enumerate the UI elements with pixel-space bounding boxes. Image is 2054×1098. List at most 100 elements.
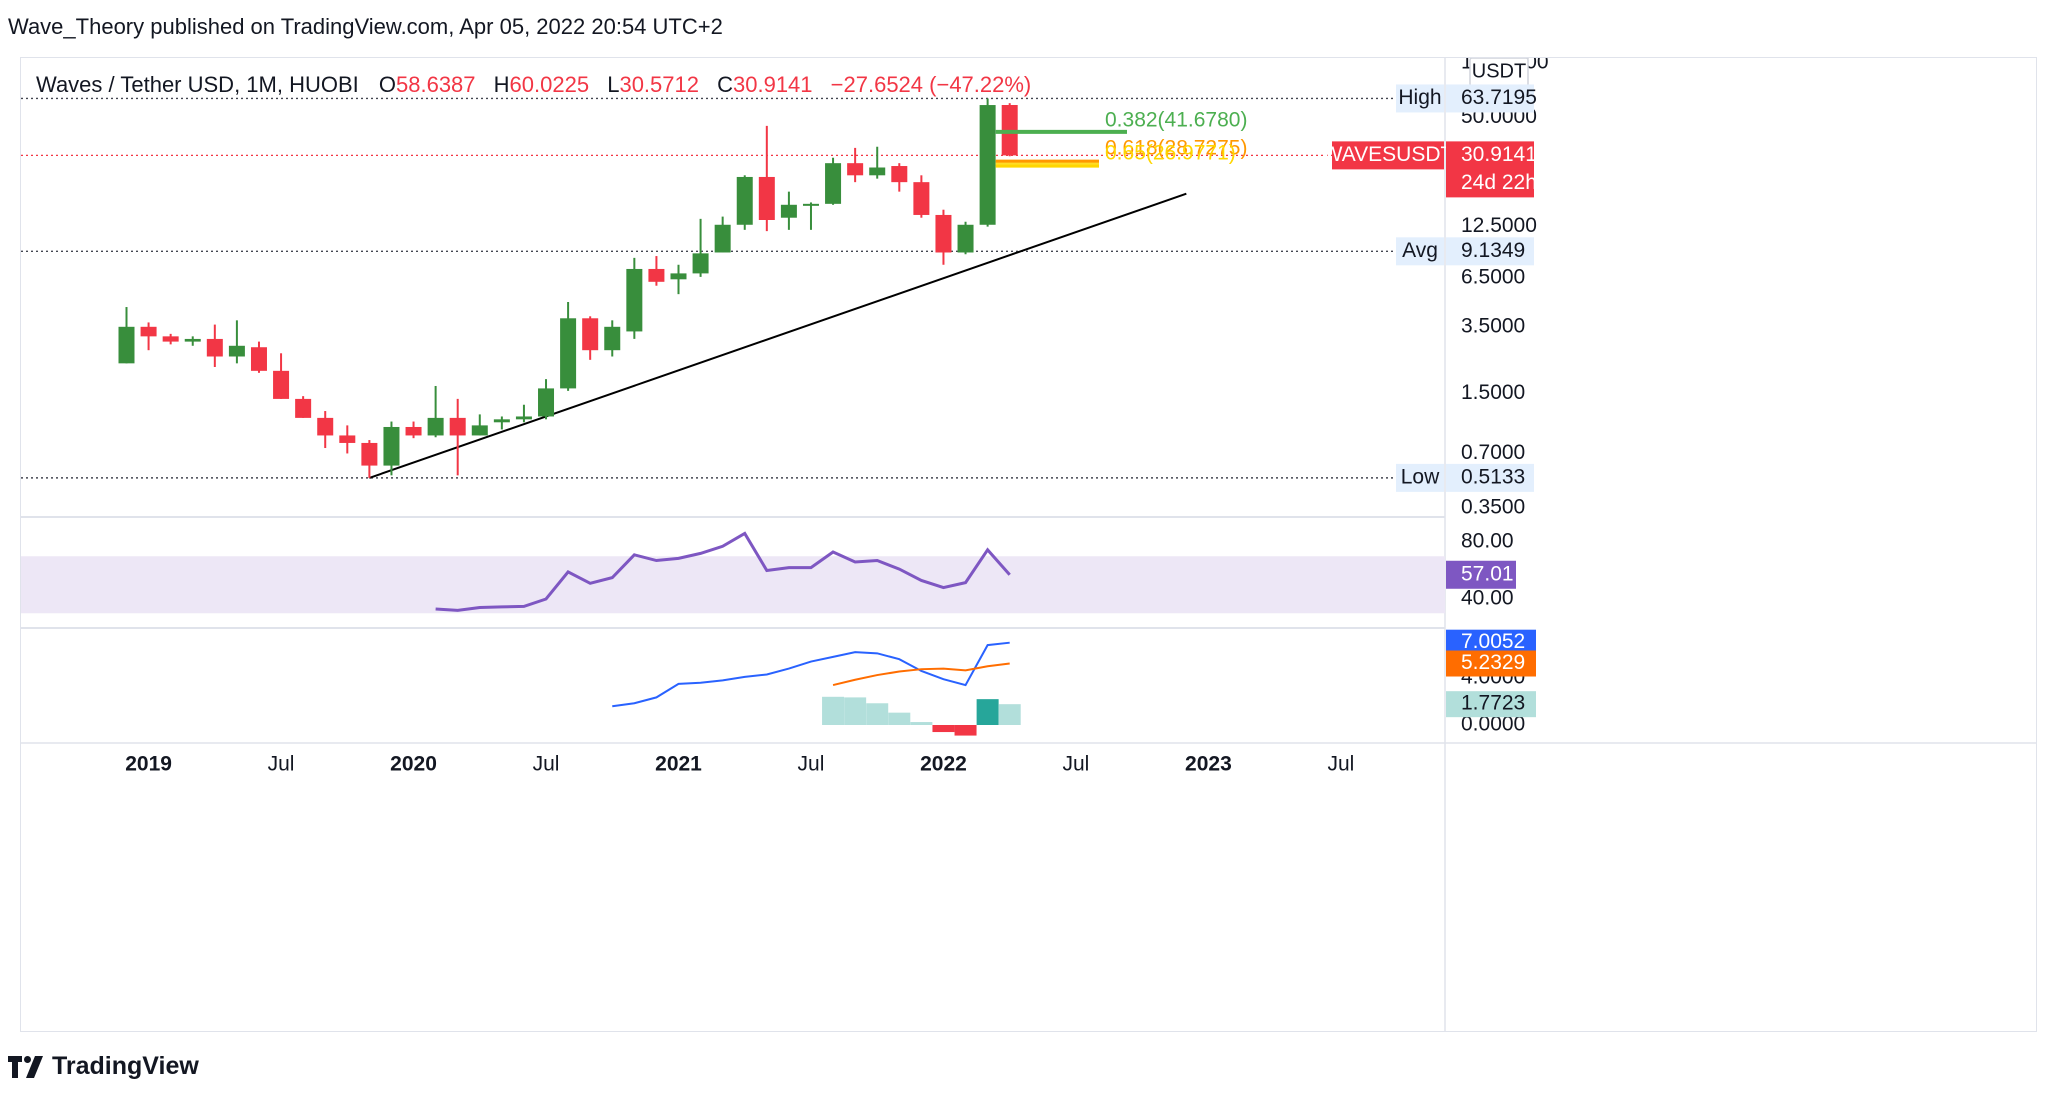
candle-body (317, 417, 334, 436)
rsi-last-value: 57.01 (1461, 562, 1514, 585)
price-level-value-box (1446, 463, 1534, 492)
candle-body (780, 204, 797, 218)
price-level-value: 63.7195 (1461, 86, 1537, 109)
candle-body (582, 318, 599, 351)
signal-last-box (1446, 650, 1536, 677)
candle-body (427, 417, 444, 436)
candle-body (957, 224, 974, 253)
time-axis-label: Jul (268, 753, 295, 776)
histogram-last-value: 1.7723 (1461, 692, 1525, 715)
candle (780, 191, 797, 230)
time-axis-label: 2022 (920, 753, 967, 776)
candle-body (979, 105, 996, 225)
last-price-box (1446, 141, 1534, 198)
candle-body (184, 338, 201, 342)
signal-last-value: 5.2329 (1461, 651, 1525, 674)
legend-change: −27.6524 (−47.22%) (831, 72, 1032, 97)
candle-body (825, 163, 842, 204)
macd-histogram-bar (998, 704, 1021, 725)
time-axis-label: Jul (1063, 753, 1090, 776)
candle (493, 416, 510, 430)
candle-body (648, 268, 665, 282)
candle (1001, 103, 1018, 157)
candle (295, 396, 312, 418)
macd-histogram-bar (844, 697, 867, 725)
legend-close-value: 30.9141 (733, 72, 813, 97)
legend-low-value: 30.5712 (619, 72, 699, 97)
legend-low-label: L (607, 72, 619, 97)
candle-body (228, 345, 245, 357)
candle-body (140, 326, 157, 337)
time-axis-label: Jul (798, 753, 825, 776)
candle (140, 322, 157, 351)
candle-body (273, 370, 290, 399)
legend-open-value: 58.6387 (396, 72, 476, 97)
candle-body (626, 268, 643, 332)
time-axis-label: 2021 (655, 753, 702, 776)
rsi-last-box (1446, 560, 1516, 589)
tradingview-logo-icon (8, 1055, 44, 1078)
candle-body (118, 326, 135, 364)
candle-body (493, 419, 510, 423)
candle (935, 209, 952, 265)
time-axis-label: 2023 (1185, 753, 1232, 776)
price-level-value-box (1446, 84, 1534, 113)
candle-body (758, 176, 775, 220)
candle (184, 336, 201, 346)
publisher-caption: Wave_Theory published on TradingView.com… (8, 14, 723, 39)
last-price-value: 30.9141 (1461, 143, 1537, 166)
fib-zone-0618-065 (995, 161, 1099, 167)
candle (758, 125, 775, 232)
candle-body (515, 416, 532, 420)
macd-histogram-bar (932, 725, 955, 733)
candle-body (295, 398, 312, 418)
candle (891, 163, 908, 192)
candle (825, 157, 842, 205)
candle (383, 421, 400, 476)
price-axis-tick: 6.5000 (1461, 266, 1525, 289)
macd-histogram-bar (954, 725, 977, 736)
candle (317, 411, 334, 449)
histogram-last-box (1446, 691, 1536, 718)
time-axis-label: Jul (1327, 753, 1354, 776)
symbol-tag (1332, 141, 1444, 170)
candle (449, 398, 466, 476)
price-level-tag-high (1396, 84, 1444, 113)
candle-body (692, 253, 709, 274)
candle (361, 440, 378, 478)
trendline (369, 192, 1187, 479)
legend-high-value: 60.0225 (510, 72, 590, 97)
fib-label-065: 0.65(26.9771) (1105, 142, 1236, 165)
macd-histogram-bar (822, 696, 845, 725)
macd-histogram-bar (910, 722, 933, 725)
price-level-name: Avg (1402, 239, 1438, 262)
time-axis-label: 2020 (390, 753, 437, 776)
candle-body (935, 214, 952, 253)
candle (869, 146, 886, 179)
candle (604, 320, 621, 357)
price-level-value: 9.1349 (1461, 239, 1525, 262)
tradingview-logo[interactable]: TradingView (8, 1052, 199, 1081)
candle-body (604, 326, 621, 351)
candle (273, 353, 290, 399)
legend-symbol: Waves / Tether USD, 1M, HUOBI (36, 72, 359, 97)
candle (515, 404, 532, 423)
candle (162, 333, 179, 345)
macd-histogram-bar (976, 699, 999, 725)
candle-body (405, 426, 422, 436)
macd-last-value: 7.0052 (1461, 630, 1525, 653)
legend-high-label: H (494, 72, 510, 97)
candle (405, 421, 422, 439)
candle (538, 379, 555, 420)
time-axis-label: 2019 (125, 753, 172, 776)
candle (913, 175, 930, 218)
candle-body (449, 417, 466, 436)
chart-canvas[interactable]: Waves / Tether USD, 1M, HUOBI O58.6387 H… (21, 58, 2036, 1031)
chart-legend: Waves / Tether USD, 1M, HUOBI O58.6387 H… (36, 72, 1031, 97)
tradingview-logo-text: TradingView (52, 1052, 199, 1080)
bar-countdown: 24d 22h (1461, 171, 1537, 194)
legend-open-label: O (379, 72, 396, 97)
price-level-name: Low (1401, 465, 1440, 488)
rsi-axis-tick: 80.00 (1461, 530, 1514, 553)
candle-body (891, 166, 908, 183)
